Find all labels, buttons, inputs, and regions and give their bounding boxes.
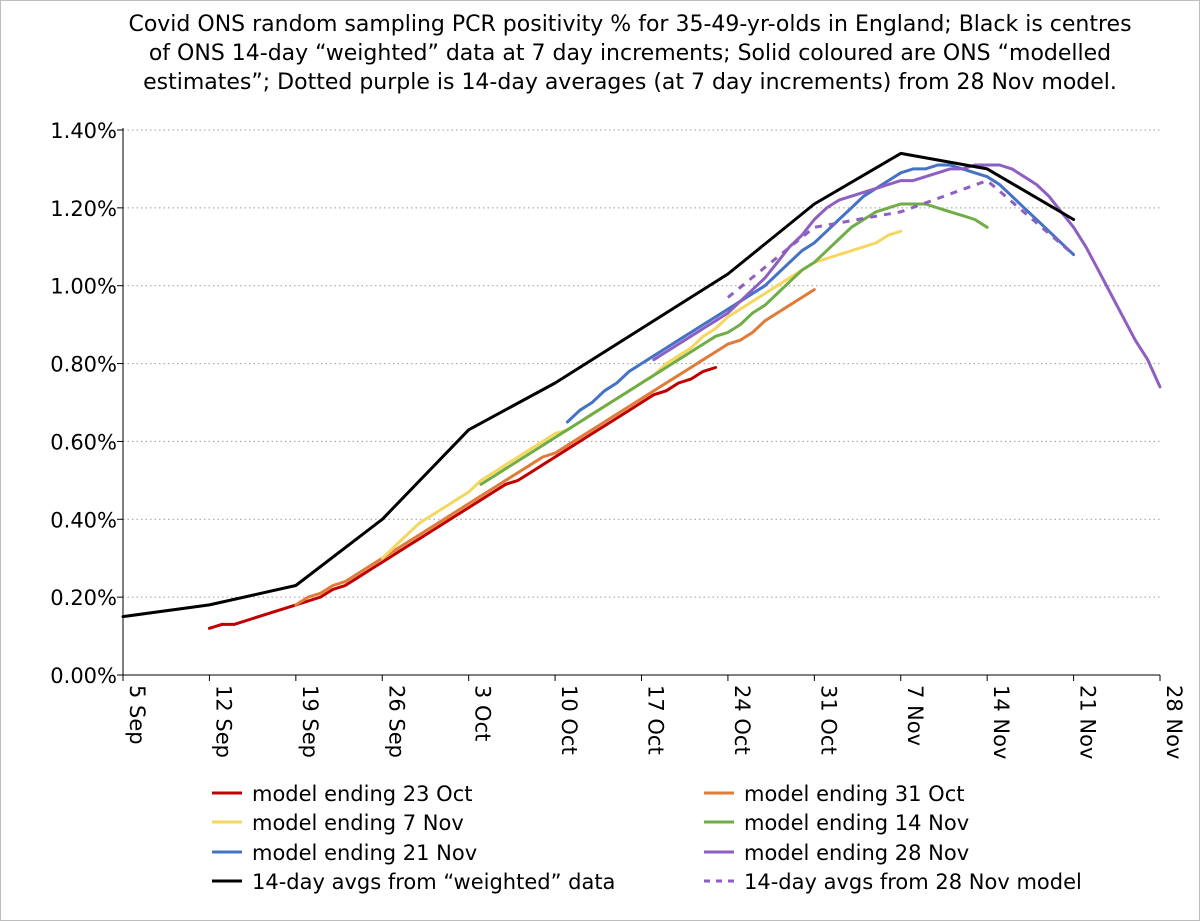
x-tick-label: 3 Oct <box>471 685 495 741</box>
y-tick-label: 0.60% <box>50 430 117 454</box>
x-tick-label: 12 Sep <box>211 685 235 758</box>
series-line <box>726 179 1075 299</box>
series-line <box>652 163 1162 389</box>
y-tick-label: 1.00% <box>50 275 117 299</box>
y-tick-label: 1.20% <box>50 197 117 221</box>
legend-label: 14-day avgs from 28 Nov model <box>744 870 1082 894</box>
x-tick-label: 24 Oct <box>730 685 754 755</box>
x-tick-label: 17 Oct <box>644 685 668 755</box>
legend-label: model ending 28 Nov <box>744 841 969 865</box>
legend-label: model ending 23 Oct <box>252 782 472 806</box>
series-line <box>479 202 989 486</box>
x-tick-label: 28 Nov <box>1162 685 1186 759</box>
x-axis-tick-labels: 5 Sep 12 Sep 19 Sep 26 Sep 3 Oct 10 Oct 17 Oct… <box>125 685 1186 759</box>
chart-title-line-1: Covid ONS random sampling PCR positivity… <box>128 12 1132 37</box>
legend-label: model ending 31 Oct <box>744 782 964 806</box>
y-tick-label: 1.40% <box>50 119 117 143</box>
x-tick-label: 26 Sep <box>384 685 408 758</box>
legend-label: model ending 14 Nov <box>744 811 969 835</box>
y-tick-label: 0.20% <box>50 586 117 610</box>
series-line <box>565 163 1076 424</box>
x-tick-label: 5 Sep <box>125 685 149 745</box>
chart-title-line-3: estimates”; Dotted purple is 14-day aver… <box>143 70 1117 95</box>
y-tick-label: 0.80% <box>50 353 117 377</box>
y-axis-tick-labels: 0.00% 0.20% 0.40% 0.60% 0.80% 1.00% 1.20% 1.40% <box>50 119 117 688</box>
x-tick-label: 31 Oct <box>816 685 840 755</box>
series-lines <box>121 151 1162 630</box>
y-tick-label: 0.40% <box>50 508 117 532</box>
x-tick-label: 10 Oct <box>557 685 581 755</box>
series-line <box>207 366 718 630</box>
legend-label: model ending 21 Nov <box>252 841 477 865</box>
legend-label: model ending 7 Nov <box>252 811 464 835</box>
x-tick-label: 21 Nov <box>1076 685 1100 759</box>
chart-title: Covid ONS random sampling PCR positivity… <box>80 10 1180 97</box>
x-tick-label: 14 Nov <box>989 685 1013 759</box>
legend: model ending 23 Oct model ending 31 Oct mo… <box>212 782 1082 894</box>
chart-title-line-2: of ONS 14-day “weighted” data at 7 day i… <box>148 41 1112 66</box>
y-tick-label: 0.00% <box>50 664 117 688</box>
series-line <box>294 288 816 607</box>
legend-label: 14-day avgs from “weighted” data <box>252 870 615 894</box>
axes <box>122 128 1160 676</box>
x-tick-label: 7 Nov <box>903 685 927 746</box>
x-tick-label: 19 Sep <box>298 685 322 758</box>
series-line <box>121 151 1076 619</box>
